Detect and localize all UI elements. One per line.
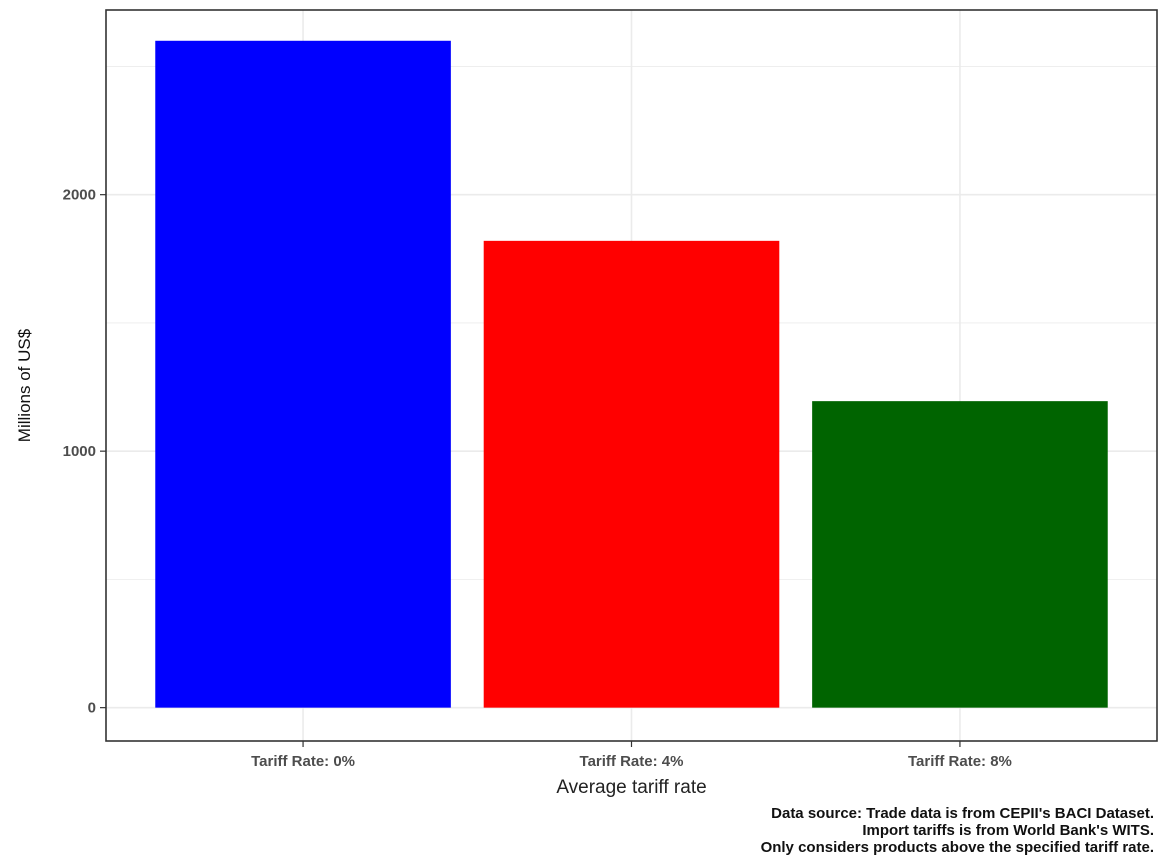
y-tick-label: 1000	[63, 443, 96, 460]
bar-1	[155, 40, 451, 708]
x-axis: Tariff Rate: 0% Tariff Rate: 4% Tariff Rat…	[251, 741, 1012, 770]
caption-line-1: Data source: Trade data is from CEPII's …	[771, 805, 1154, 822]
x-tick-label: Tariff Rate: 0%	[251, 753, 355, 770]
bars	[155, 40, 1108, 708]
y-tick-label: 2000	[63, 187, 96, 204]
y-tick-label: 0	[88, 700, 96, 717]
y-axis: 0 1000 2000	[63, 187, 106, 717]
bar-2	[483, 240, 780, 708]
x-tick-label: Tariff Rate: 4%	[580, 753, 684, 770]
caption-line-3: Only considers products above the specif…	[761, 839, 1154, 856]
y-axis-label: Millions of US$	[15, 328, 34, 442]
x-tick-label: Tariff Rate: 8%	[908, 753, 1012, 770]
caption-line-2: Import tariffs is from World Bank's WITS…	[862, 822, 1154, 839]
bar-3	[812, 401, 1108, 708]
x-axis-label: Average tariff rate	[556, 777, 706, 798]
caption: Data source: Trade data is from CEPII's …	[761, 805, 1154, 856]
